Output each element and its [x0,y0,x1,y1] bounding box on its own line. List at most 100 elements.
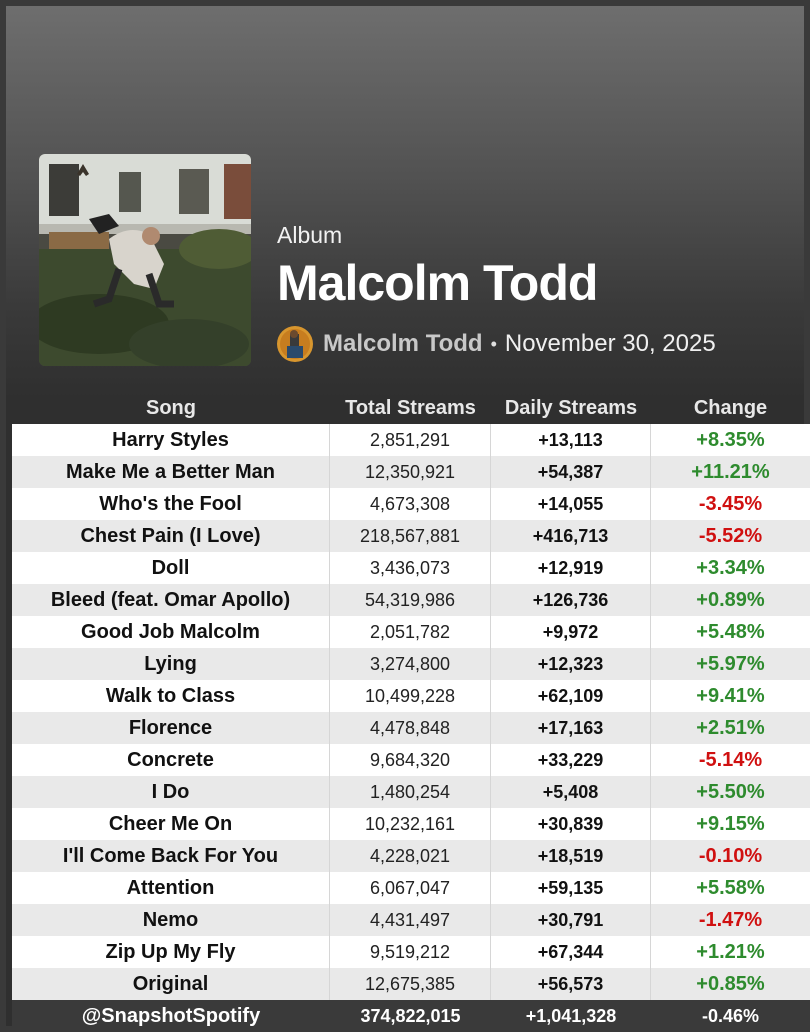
change-value: -3.45% [698,492,763,515]
footer-change: -0.46% [701,1005,760,1026]
change-value: +0.85% [696,972,765,995]
table-row[interactable]: Zip Up My Fly 9,519,212 +67,344 +1.21% [12,936,810,968]
artist-name-link[interactable]: Malcolm Todd [323,330,483,357]
total-streams: 6,067,047 [330,872,491,904]
daily-streams: +18,519 [491,840,651,872]
table-row[interactable]: Doll 3,436,073 +12,919 +3.34% [12,552,810,584]
change-value: +8.35% [696,428,765,451]
daily-streams: +14,055 [491,488,651,520]
change-value: +3.34% [696,556,765,579]
song-name: Nemo [12,904,330,936]
daily-streams: +9,972 [491,616,651,648]
table-row[interactable]: Who's the Fool 4,673,308 +14,055 -3.45% [12,488,810,520]
change-value: +9.41% [696,684,765,707]
total-streams: 4,673,308 [330,488,491,520]
table-row[interactable]: Concrete 9,684,320 +33,229 -5.14% [12,744,810,776]
table-row[interactable]: Walk to Class 10,499,228 +62,109 +9.41% [12,680,810,712]
table-row[interactable]: Nemo 4,431,497 +30,791 -1.47% [12,904,810,936]
daily-streams: +12,323 [491,648,651,680]
song-name: Original [12,968,330,1000]
change-value: -5.52% [698,524,763,547]
total-streams: 2,851,291 [330,424,491,456]
album-title: Malcolm Todd [277,255,598,311]
daily-streams: +59,135 [491,872,651,904]
total-streams: 4,478,848 [330,712,491,744]
table-row[interactable]: Make Me a Better Man 12,350,921 +54,387 +11… [12,456,810,488]
change-value: +11.21% [691,460,770,483]
table-row[interactable]: Good Job Malcolm 2,051,782 +9,972 +5.48% [12,616,810,648]
song-name: Good Job Malcolm [12,616,330,648]
song-name: I Do [12,776,330,808]
song-name: Lying [12,648,330,680]
daily-streams: +56,573 [491,968,651,1000]
daily-streams: +30,839 [491,808,651,840]
change-value: +2.51% [696,716,765,739]
table-row[interactable]: Attention 6,067,047 +59,135 +5.58% [12,872,810,904]
song-name: Bleed (feat. Omar Apollo) [12,584,330,616]
table-row[interactable]: I'll Come Back For You 4,228,021 +18,519 -0… [12,840,810,872]
table-row[interactable]: I Do 1,480,254 +5,408 +5.50% [12,776,810,808]
song-name: Cheer Me On [12,808,330,840]
change-value: +5.97% [696,652,765,675]
change-value: +1.21% [696,940,765,963]
song-name: Harry Styles [12,424,330,456]
song-name: Zip Up My Fly [12,936,330,968]
table-header: Song Total Streams Daily Streams Change [12,394,810,422]
song-name: Walk to Class [12,680,330,712]
release-date: November 30, 2025 [504,330,716,357]
tracks-table: Harry Styles 2,851,291 +13,113 +8.35% Make M… [12,424,810,1000]
total-streams: 12,675,385 [330,968,491,1000]
table-row[interactable]: Cheer Me On 10,232,161 +30,839 +9.15% [12,808,810,840]
total-streams: 12,350,921 [330,456,491,488]
table-row[interactable]: Original 12,675,385 +56,573 +0.85% [12,968,810,1000]
change-value: -1.47% [698,908,763,931]
song-name: I'll Come Back For You [12,840,330,872]
meta-separator: • [490,333,497,354]
daily-streams: +416,713 [491,520,651,552]
column-header-total-streams: Total Streams [345,396,476,419]
song-name: Make Me a Better Man [12,456,330,488]
song-name: Attention [12,872,330,904]
column-header-change: Change [693,396,768,419]
column-header-daily-streams: Daily Streams [504,396,638,419]
column-header-song: Song [146,396,196,419]
daily-streams: +17,163 [491,712,651,744]
table-row[interactable]: Florence 4,478,848 +17,163 +2.51% [12,712,810,744]
total-streams: 10,499,228 [330,680,491,712]
song-name: Doll [12,552,330,584]
table-row[interactable]: Lying 3,274,800 +12,323 +5.97% [12,648,810,680]
total-streams: 3,274,800 [330,648,491,680]
daily-streams: +62,109 [491,680,651,712]
total-streams: 218,567,881 [330,520,491,552]
change-value: +5.58% [696,876,765,899]
album-type-label: Album [277,222,343,248]
footer-daily-streams: +1,041,328 [525,1005,617,1026]
artist-avatar-image[interactable] [277,326,313,362]
total-streams: 4,228,021 [330,840,491,872]
total-streams: 10,232,161 [330,808,491,840]
total-streams: 2,051,782 [330,616,491,648]
total-streams: 9,519,212 [330,936,491,968]
song-name: Concrete [12,744,330,776]
change-value: +5.50% [696,780,765,803]
table-row[interactable]: Chest Pain (I Love) 218,567,881 +416,713 -5… [12,520,810,552]
change-value: -0.10% [698,844,763,867]
album-cover-image[interactable] [39,154,251,366]
change-value: +0.89% [696,588,765,611]
daily-streams: +13,113 [491,424,651,456]
daily-streams: +12,919 [491,552,651,584]
table-row[interactable]: Bleed (feat. Omar Apollo) 54,319,986 +126,… [12,584,810,616]
total-streams: 1,480,254 [330,776,491,808]
table-row[interactable]: Harry Styles 2,851,291 +13,113 +8.35% [12,424,810,456]
daily-streams: +30,791 [491,904,651,936]
change-value: +5.48% [696,620,765,643]
daily-streams: +126,736 [491,584,651,616]
total-streams: 3,436,073 [330,552,491,584]
song-name: Chest Pain (I Love) [12,520,330,552]
daily-streams: +54,387 [491,456,651,488]
daily-streams: +33,229 [491,744,651,776]
album-meta: Malcolm Todd • November 30, 2025 [277,326,716,362]
daily-streams: +67,344 [491,936,651,968]
total-streams: 4,431,497 [330,904,491,936]
